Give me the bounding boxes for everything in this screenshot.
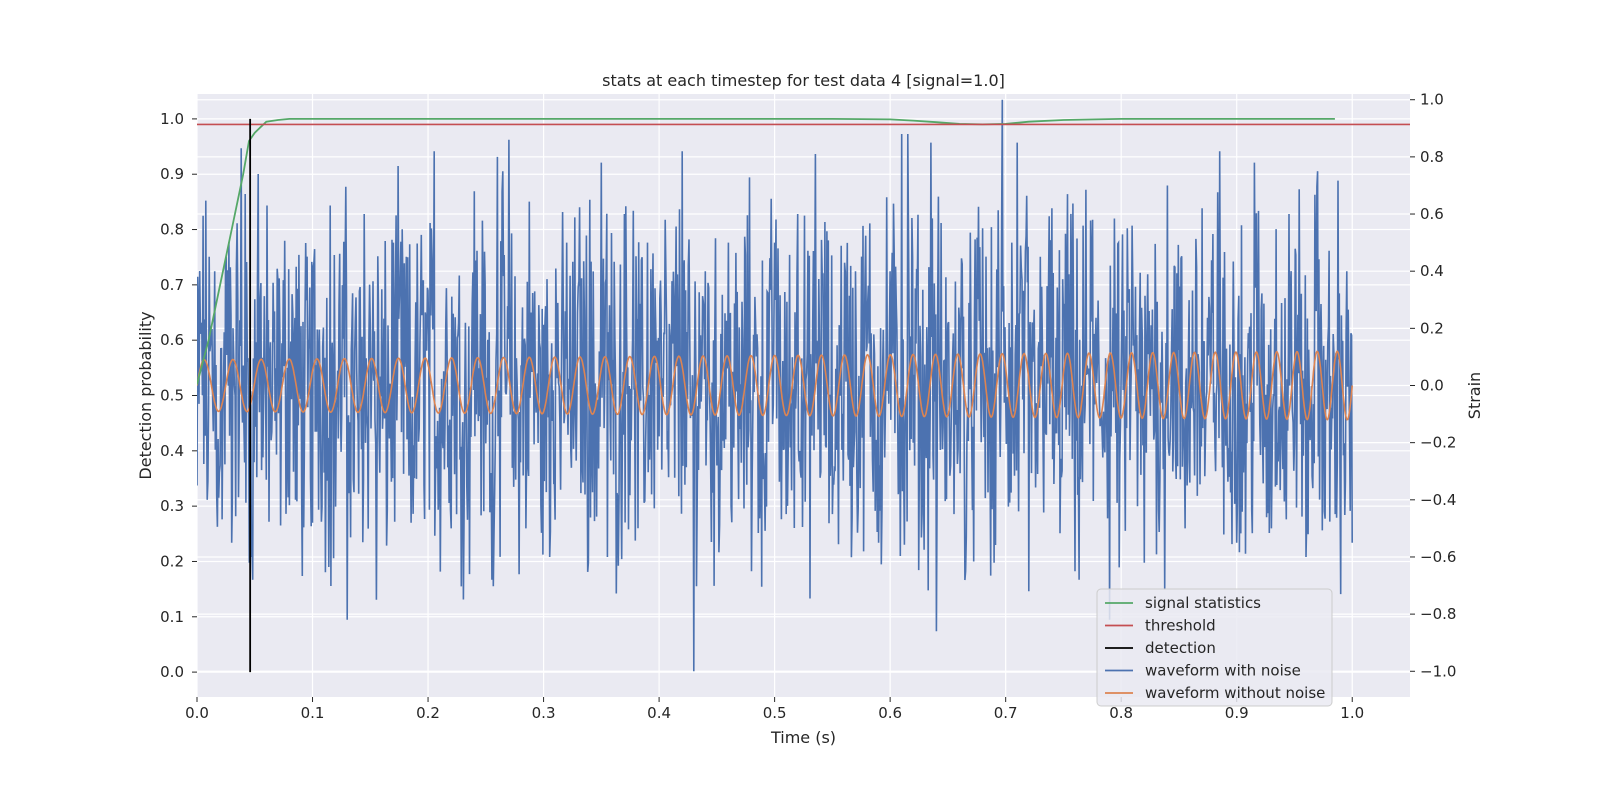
- x-tick-label: 0.7: [994, 704, 1018, 722]
- x-tick-label: 0.2: [416, 704, 440, 722]
- x-tick-label: 0.4: [647, 704, 671, 722]
- x-axis-label: Time (s): [770, 728, 836, 747]
- legend-label-signal-statistics: signal statistics: [1145, 594, 1261, 612]
- y2-tick-label: 0.0: [1420, 376, 1444, 394]
- y-tick-label: 1.0: [160, 110, 184, 128]
- legend-label-detection: detection: [1145, 639, 1216, 657]
- y2-tick-label: 1.0: [1420, 91, 1444, 109]
- series-layer: [197, 99, 1410, 673]
- x-tick-label: 0.5: [763, 704, 787, 722]
- x-tick-label: 0.9: [1225, 704, 1249, 722]
- y2-tick-label: −0.2: [1420, 434, 1456, 452]
- legend: signal statistics threshold detection wavef…: [1096, 588, 1333, 707]
- legend-label-waveform-without-noise: waveform without noise: [1145, 684, 1325, 702]
- x-tick-label: 0.6: [878, 704, 902, 722]
- y-tick-label: 0.9: [160, 165, 184, 183]
- x-tick-label: 0.8: [1109, 704, 1133, 722]
- y-tick-label: 0.1: [160, 608, 184, 626]
- y2-tick-label: −0.4: [1420, 491, 1456, 509]
- x-tick-label: 0.3: [532, 704, 556, 722]
- y2-tick-label: −0.6: [1420, 548, 1456, 566]
- legend-box: [1096, 588, 1333, 707]
- y-axis-label: Detection probability: [136, 311, 155, 479]
- y-tick-label: 0.4: [160, 442, 184, 460]
- x-tick-label: 1.0: [1340, 704, 1364, 722]
- y-tick-label: 0.5: [160, 387, 184, 405]
- y-tick-label: 0.0: [160, 663, 184, 681]
- series-group: [197, 99, 1410, 673]
- waveform-without-noise-line: [197, 350, 1353, 421]
- y-tick-label: 0.8: [160, 221, 184, 239]
- y2-tick-label: 0.2: [1420, 319, 1444, 337]
- axes-layer: 0.0 0.1 0.2 0.3 0.4 0.5 0.6 0.7 0.8 0.9 1.0 0.0 0.1 0…: [160, 91, 1456, 722]
- y2-tick-label: 0.6: [1420, 205, 1444, 223]
- y2-axis-label: Strain: [1465, 372, 1484, 419]
- y-tick-label: 0.2: [160, 552, 184, 570]
- x-tick-label: 0.0: [185, 704, 209, 722]
- waveform-with-noise-line: [197, 99, 1353, 672]
- y-tick-label: 0.6: [160, 331, 184, 349]
- legend-label-waveform-with-noise: waveform with noise: [1145, 662, 1301, 680]
- x-tick-label: 0.1: [301, 704, 325, 722]
- signal-statistics-line: [197, 118, 1335, 385]
- y2-tick-label: −0.8: [1420, 605, 1456, 623]
- y-tick-label: 0.7: [160, 276, 184, 294]
- chart-title: stats at each timestep for test data 4 […: [602, 71, 1005, 90]
- y2-tick-label: −1.0: [1420, 662, 1456, 680]
- y-tick-label: 0.3: [160, 497, 184, 515]
- y2-tick-label: 0.4: [1420, 262, 1444, 280]
- y2-tick-label: 0.8: [1420, 148, 1444, 166]
- legend-label-threshold: threshold: [1145, 617, 1216, 635]
